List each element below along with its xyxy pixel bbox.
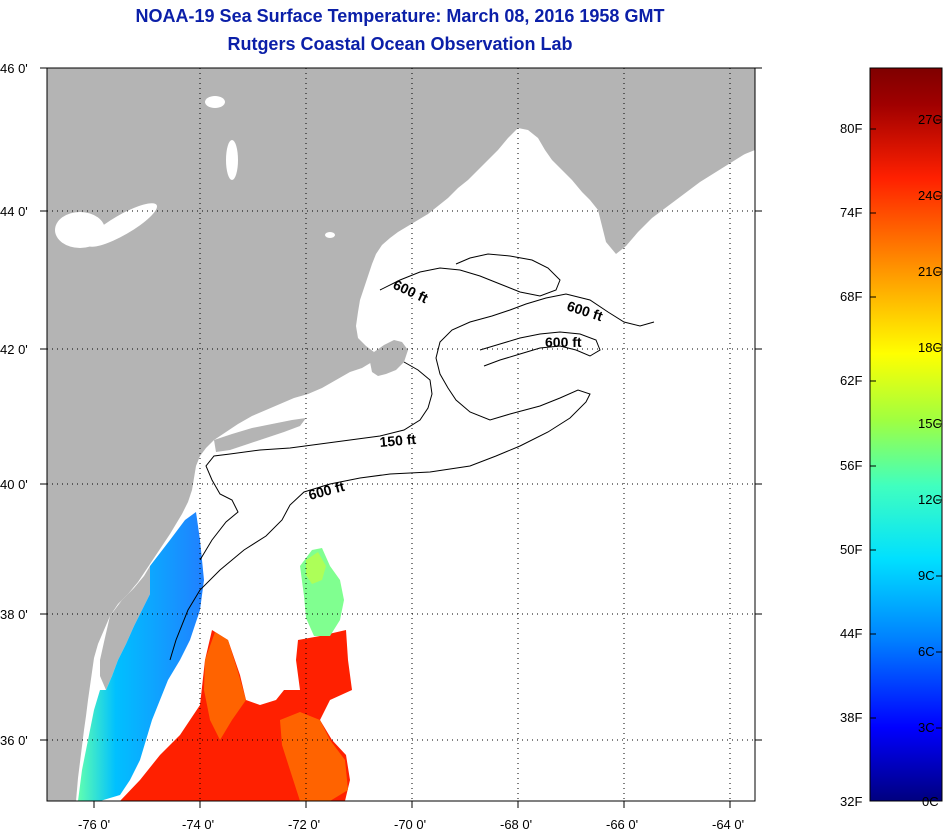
colorbar-label-27c: 27C [918, 112, 942, 127]
colorbar-label-80f: 80F [840, 121, 862, 136]
axis-ticks [40, 67, 762, 808]
colorbar-label-68f: 68F [840, 289, 862, 304]
colorbar-ticks [870, 119, 942, 729]
contour-600ft-shelf [169, 293, 655, 661]
colorbar-label-18c: 18C [918, 340, 942, 355]
colorbar-label-6c: 6C [918, 644, 935, 659]
lon-label-72: -72 0' [288, 817, 320, 832]
lon-label-68: -68 0' [500, 817, 532, 832]
sst-coastal-band [78, 512, 204, 801]
colorbar [869, 67, 943, 802]
grid-lines [47, 68, 755, 801]
land-mainland [47, 68, 755, 801]
colorbar-label-74f: 74F [840, 205, 862, 220]
colorbar-label-62f: 62F [840, 373, 862, 388]
map-title: NOAA-19 Sea Surface Temperature: March 0… [135, 6, 665, 26]
lon-label-64: -64 0' [712, 817, 744, 832]
lake [55, 212, 105, 248]
contour-gulf-of-maine [379, 253, 561, 297]
lake [87, 203, 157, 247]
land-long-island [214, 418, 306, 452]
colorbar-label-38f: 38F [840, 710, 862, 725]
lake [325, 232, 335, 238]
lat-label-42: 42 0' [0, 342, 28, 357]
colorbar-label-50f: 50F [840, 542, 862, 557]
lake [205, 96, 225, 108]
sst-warm-edge-east [280, 712, 348, 801]
contour-150ft [199, 361, 433, 561]
sst-offshore-strip-core [306, 552, 326, 584]
colorbar-label-32f: 32F [840, 794, 862, 809]
lon-label-74: -74 0' [182, 817, 214, 832]
colorbar-label-21c: 21C [918, 264, 942, 279]
sst-warm-edge [204, 632, 246, 740]
land-nova-scotia [598, 112, 755, 254]
land-delmarva [100, 566, 156, 690]
colorbar-label-56f: 56F [840, 458, 862, 473]
contour-label-600ft-georges: 600 ft [545, 334, 582, 350]
land-cape-cod [370, 340, 408, 376]
contour-georges-bank [479, 331, 601, 367]
lon-label-70: -70 0' [394, 817, 426, 832]
colorbar-label-24c: 24C [918, 188, 942, 203]
bathymetry-contours [169, 253, 655, 661]
contour-label-150ft: 150 ft [379, 431, 417, 450]
colorbar-label-44f: 44F [840, 626, 862, 641]
lake [226, 140, 238, 180]
lon-label-66: -66 0' [606, 817, 638, 832]
colorbar-label-12c: 12C [918, 492, 942, 507]
lon-label-76: -76 0' [78, 817, 110, 832]
colorbar-label-9c: 9C [918, 568, 935, 583]
map-subtitle: Rutgers Coastal Ocean Observation Lab [227, 34, 573, 54]
colorbar-label-0c: 0C [922, 794, 939, 809]
map-border [46, 67, 756, 802]
lat-label-44: 44 0' [0, 204, 28, 219]
lat-label-40: 40 0' [0, 477, 28, 492]
colorbar-label-15c: 15C [918, 416, 942, 431]
lat-label-38: 38 0' [0, 607, 28, 622]
colorbar-label-3c: 3C [918, 720, 935, 735]
lat-label-36: 36 0' [0, 733, 28, 748]
lat-label-46: 46 0' [0, 61, 28, 76]
